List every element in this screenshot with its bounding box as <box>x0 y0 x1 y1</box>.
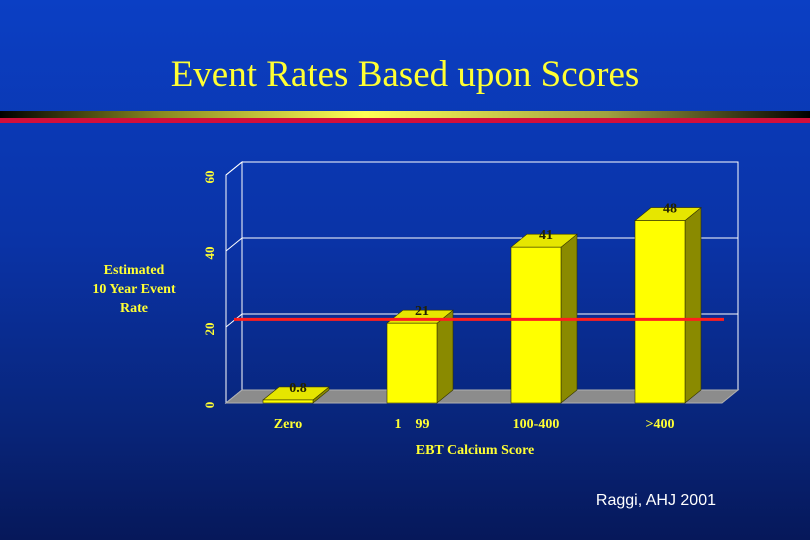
x-tick-label: 100-400 <box>513 417 560 432</box>
y-axis-label-line-3: Rate <box>120 300 148 316</box>
x-tick-label: 1 99 <box>395 417 430 432</box>
bar <box>386 322 438 404</box>
slide-title: Event Rates Based upon Scores <box>170 54 640 95</box>
title-divider-bar <box>0 111 810 123</box>
y-tick-label: 40 <box>202 247 217 260</box>
bar-side <box>436 309 454 404</box>
left-wall <box>225 160 243 405</box>
bar-side <box>684 206 702 404</box>
data-label: 21 <box>415 304 429 319</box>
y-axis-label-line-1: Estimated <box>103 263 165 278</box>
data-label: 48 <box>663 202 677 217</box>
y-tick-label: 60 <box>202 171 217 184</box>
x-axis-label: EBT Calcium Score <box>415 443 535 458</box>
citation: Raggi, AHJ 2001 <box>595 492 716 509</box>
data-label: 0.8 <box>289 381 307 396</box>
y-axis-label: Estimated 10 Year Event Rate <box>72 262 196 319</box>
bar <box>510 246 562 404</box>
y-tick-label: 0 <box>202 402 217 409</box>
gridline <box>225 161 738 176</box>
x-tick-label: Zero <box>274 417 303 432</box>
bar <box>634 220 686 404</box>
y-tick-label: 20 <box>202 323 217 336</box>
y-axis-label-line-2: 10 Year Event <box>92 281 176 297</box>
bar <box>262 399 314 404</box>
x-tick-label: >400 <box>646 417 675 432</box>
data-label: 41 <box>539 228 553 243</box>
